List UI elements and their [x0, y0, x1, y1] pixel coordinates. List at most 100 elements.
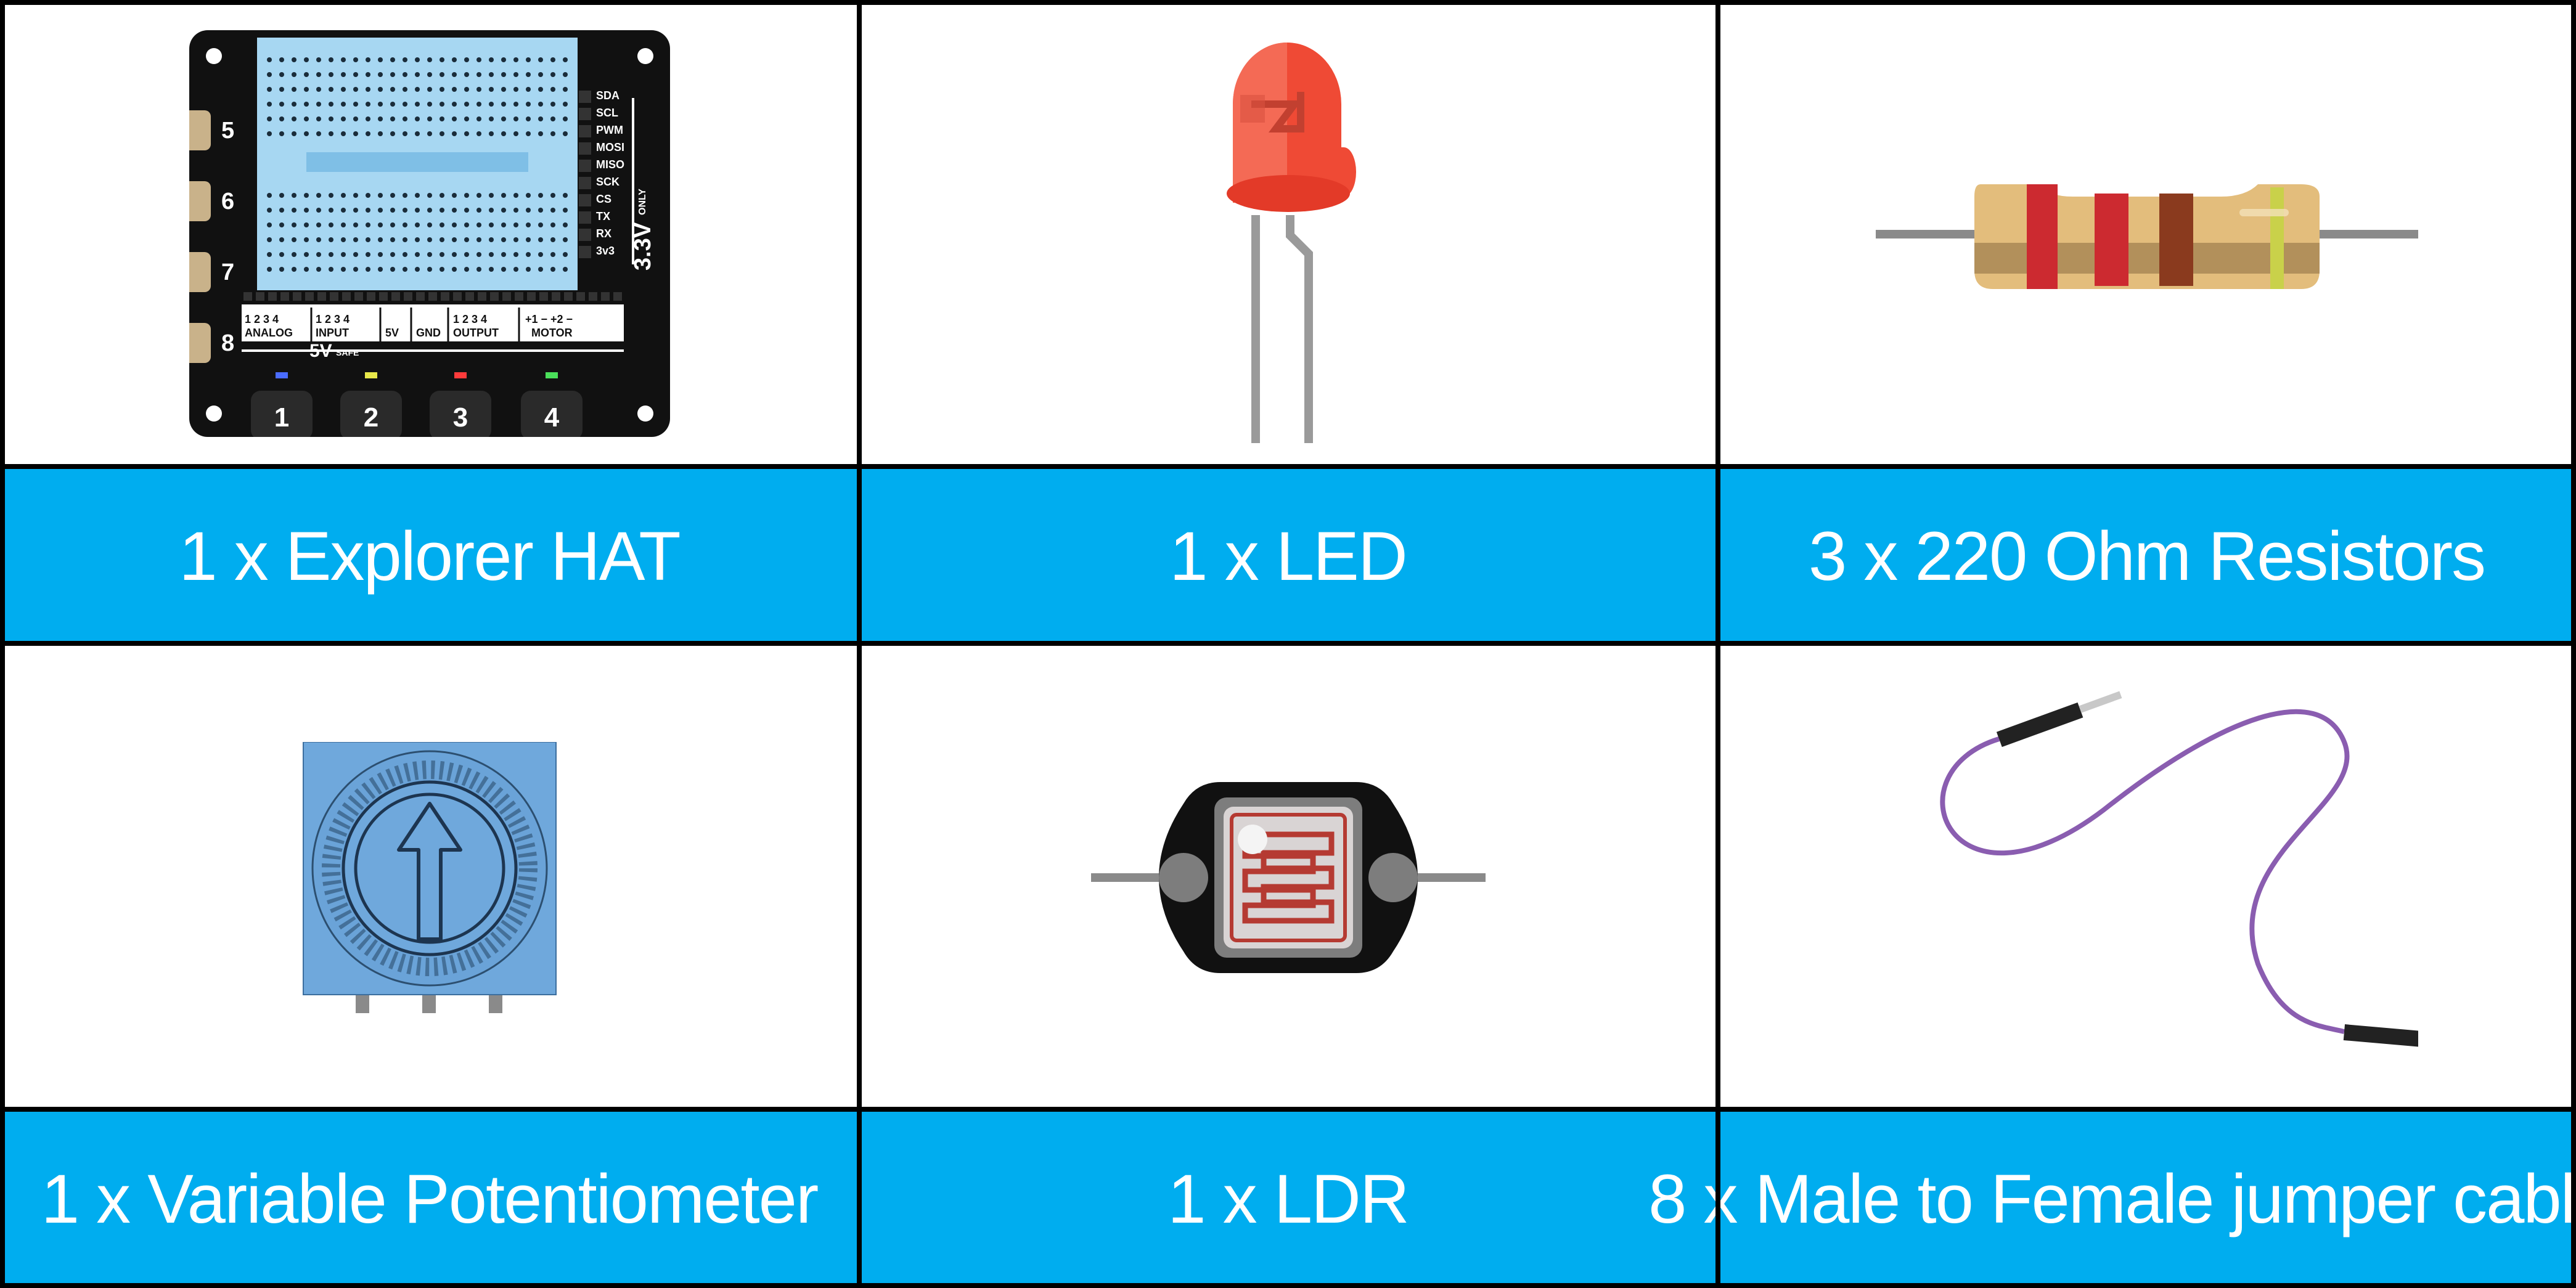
breadboard-hole: [291, 101, 296, 107]
breadboard-hole: [328, 116, 333, 121]
breadboard-hole: [390, 222, 395, 227]
breadboard-hole: [303, 266, 309, 272]
breadboard-hole: [439, 266, 444, 272]
touch-pad-label: 7: [221, 259, 234, 285]
breadboard-hole: [414, 251, 420, 257]
breadboard-hole: [390, 86, 395, 92]
breadboard-hole: [291, 57, 296, 62]
breadboard-hole: [562, 251, 568, 257]
breadboard-hole: [525, 192, 531, 198]
jumper-cable-icon: [1939, 691, 2418, 1048]
breadboard-hole: [464, 237, 469, 242]
breadboard-hole: [303, 101, 309, 107]
breadboard-hole: [303, 192, 309, 198]
header-pin: [489, 291, 499, 301]
breadboard-hole: [402, 86, 407, 92]
breadboard-hole: [464, 207, 469, 213]
pin-label: PWM: [596, 124, 623, 136]
breadboard-hole: [291, 222, 296, 227]
grid-line: [0, 1107, 2576, 1112]
breadboard-hole: [414, 116, 420, 121]
breadboard-hole: [377, 207, 383, 213]
breadboard-hole: [451, 71, 457, 77]
breadboard-hole: [303, 57, 309, 62]
component-cell-potentiometer: [0, 645, 859, 1109]
header-pin: [305, 291, 314, 301]
header-pin: [576, 291, 585, 301]
breadboard-hole: [451, 192, 457, 198]
touch-pad-label: 2: [363, 402, 378, 433]
breadboard-hole: [513, 57, 518, 62]
breadboard-hole: [353, 237, 358, 242]
breadboard-hole: [414, 57, 420, 62]
grid-line: [0, 464, 2576, 469]
breadboard-hole: [476, 222, 481, 227]
header-group-label: 5V: [385, 327, 399, 339]
breadboard-hole: [266, 101, 272, 107]
breadboard-hole: [291, 207, 296, 213]
breadboard-hole: [402, 116, 407, 121]
header-pin: [292, 291, 301, 301]
breadboard-hole: [538, 192, 543, 198]
grid-line: [0, 641, 2576, 646]
breadboard-hole: [562, 116, 568, 121]
breadboard-hole: [353, 57, 358, 62]
breadboard-hole: [414, 237, 420, 242]
grid-line: [1715, 0, 1720, 1288]
breadboard-hole: [402, 266, 407, 272]
breadboard-hole: [464, 101, 469, 107]
breadboard-hole: [316, 207, 321, 213]
breadboard-hole: [488, 57, 494, 62]
breadboard-hole: [488, 222, 494, 227]
breadboard-hole: [328, 266, 333, 272]
breadboard-hole: [439, 116, 444, 121]
breadboard-hole: [501, 192, 506, 198]
breadboard-hole: [538, 222, 543, 227]
breadboard-hole: [513, 86, 518, 92]
touch-pad-label: 5: [221, 118, 234, 144]
breadboard-hole: [279, 251, 284, 257]
breadboard-hole: [464, 57, 469, 62]
breadboard-hole: [340, 86, 346, 92]
breadboard-hole: [525, 266, 531, 272]
breadboard-hole: [451, 207, 457, 213]
breadboard-hole: [439, 71, 444, 77]
breadboard-hole: [316, 71, 321, 77]
breadboard-hole: [488, 116, 494, 121]
voltage-label: 3.3V: [630, 222, 656, 271]
breadboard-hole: [488, 131, 494, 136]
component-label: 1 x Explorer HAT: [0, 467, 859, 645]
grid-line: [857, 0, 862, 1288]
potentiometer-icon: [302, 741, 557, 1013]
breadboard-hole: [291, 116, 296, 121]
header-pin: [551, 291, 560, 301]
breadboard-hole: [513, 237, 518, 242]
breadboard-hole: [451, 251, 457, 257]
breadboard-hole: [291, 71, 296, 77]
breadboard-hole: [513, 116, 518, 121]
breadboard-hole: [365, 222, 370, 227]
breadboard-hole: [353, 192, 358, 198]
breadboard-hole: [353, 222, 358, 227]
breadboard-hole: [279, 131, 284, 136]
breadboard-hole: [513, 131, 518, 136]
breadboard-hole: [488, 86, 494, 92]
breadboard-hole: [451, 57, 457, 62]
breadboard-hole: [476, 192, 481, 198]
header-pin: [255, 291, 264, 301]
breadboard-hole: [427, 116, 432, 121]
breadboard-hole: [266, 192, 272, 198]
breadboard-hole: [377, 71, 383, 77]
breadboard-hole: [402, 237, 407, 242]
breadboard-hole: [538, 71, 543, 77]
breadboard-hole: [377, 251, 383, 257]
breadboard-hole: [488, 266, 494, 272]
explorer-hat-icon: 5 6 7 8 SDA SCL PWM MOSI MISO SCK CS TX …: [189, 30, 670, 437]
breadboard-hole: [377, 57, 383, 62]
breadboard-hole: [451, 101, 457, 107]
breadboard-hole: [488, 192, 494, 198]
breadboard-hole: [402, 222, 407, 227]
breadboard-hole: [501, 71, 506, 77]
breadboard-hole: [365, 131, 370, 136]
breadboard-hole: [525, 101, 531, 107]
